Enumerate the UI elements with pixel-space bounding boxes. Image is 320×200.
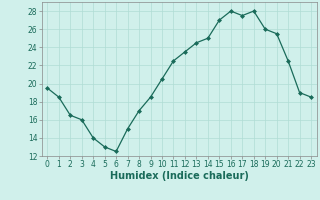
X-axis label: Humidex (Indice chaleur): Humidex (Indice chaleur) [110,171,249,181]
